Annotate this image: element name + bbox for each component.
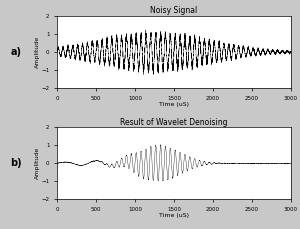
Title: Result of Wavelet Denoising: Result of Wavelet Denoising [120, 118, 228, 127]
Text: b): b) [10, 158, 22, 168]
Text: a): a) [10, 47, 21, 57]
Y-axis label: Amplitude: Amplitude [35, 147, 40, 180]
Y-axis label: Amplitude: Amplitude [35, 36, 40, 68]
Title: Noisy Signal: Noisy Signal [150, 6, 198, 15]
X-axis label: Time (uS): Time (uS) [159, 102, 189, 107]
X-axis label: Time (uS): Time (uS) [159, 213, 189, 218]
